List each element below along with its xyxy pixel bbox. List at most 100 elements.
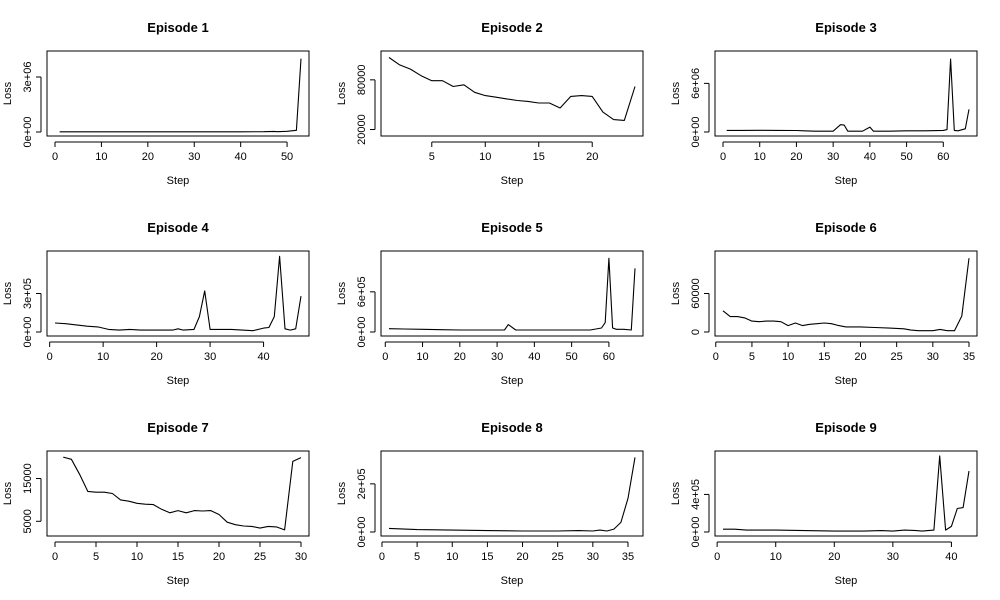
x-tick-label: 20: [828, 551, 840, 563]
x-axis-label: Step: [167, 375, 190, 387]
x-tick-label: 5: [429, 151, 435, 163]
x-tick-label: 0: [382, 351, 388, 363]
y-axis-label: Loss: [336, 281, 348, 305]
x-tick-label: 30: [587, 551, 599, 563]
x-tick-label: 15: [818, 351, 830, 363]
y-tick-label: 0e+00: [356, 517, 368, 548]
chart-title: Episode 6: [815, 220, 876, 235]
plot-frame: [714, 50, 978, 137]
x-tick-label: 0: [379, 551, 385, 563]
x-tick-label: 20: [790, 151, 802, 163]
x-tick-label: 30: [295, 551, 307, 563]
x-tick-label: 30: [927, 351, 939, 363]
chart-panel-6: Episode 6 0 5 10 15 20 25 30 35 Step 0 60000 Loss: [670, 220, 978, 387]
plot-frame: [380, 250, 644, 337]
x-tick-label: 40: [235, 151, 247, 163]
y-tick-label: 6e+06: [690, 68, 702, 99]
y-axis-label: Loss: [2, 281, 14, 305]
loss-series-line: [388, 57, 636, 121]
chart-panel-5: Episode 5 0 10 20 30 40 50 60 Step 0e+00 6e+05 Loss: [336, 220, 644, 387]
x-tick-label: 20: [142, 151, 154, 163]
x-tick-label: 10: [95, 151, 107, 163]
x-tick-label: 0: [714, 551, 720, 563]
x-tick-label: 60: [937, 151, 949, 163]
y-tick-label: 5000: [22, 509, 34, 533]
chart-panel-1: Episode 1 0 10 20 30 40 50 Step 0e+00 3e+06 Loss: [2, 20, 310, 187]
x-tick-label: 0: [47, 351, 53, 363]
x-axis-label: Step: [835, 175, 858, 187]
x-axis-label: Step: [501, 175, 524, 187]
x-tick-label: 20: [150, 351, 162, 363]
x-tick-label: 30: [188, 151, 200, 163]
x-tick-label: 0: [52, 551, 58, 563]
x-tick-label: 10: [754, 151, 766, 163]
x-tick-label: 30: [204, 351, 216, 363]
plot-frame: [46, 450, 310, 537]
chart-title: Episode 8: [481, 420, 542, 435]
x-tick-label: 30: [827, 151, 839, 163]
plot-frame: [714, 450, 978, 537]
x-tick-label: 15: [172, 551, 184, 563]
chart-title: Episode 9: [815, 420, 876, 435]
y-tick-label: 80000: [356, 65, 368, 96]
x-tick-label: 25: [254, 551, 266, 563]
y-tick-label: 20000: [356, 114, 368, 145]
chart-title: Episode 2: [481, 20, 542, 35]
y-tick-label: 60000: [690, 278, 702, 309]
chart-title: Episode 4: [147, 220, 209, 235]
x-tick-label: 5: [414, 551, 420, 563]
x-tick-label: 50: [281, 151, 293, 163]
y-tick-label: 0e+00: [690, 517, 702, 548]
x-tick-label: 10: [131, 551, 143, 563]
y-axis-label: Loss: [670, 281, 682, 305]
plot-frame: [714, 250, 978, 337]
chart-panel-3: Episode 3 0 10 20 30 40 50 60 Step 0e+00 6e+06 Loss: [670, 20, 978, 187]
y-axis-label: Loss: [336, 481, 348, 505]
y-axis-label: Loss: [670, 81, 682, 105]
chart-panel-4: Episode 4 0 10 20 30 40 Step 0e+00 3e+05 Loss: [2, 220, 310, 387]
chart-panel-9: Episode 9 0 10 20 30 40 Step 0e+00 4e+05 Loss: [670, 420, 978, 587]
x-tick-label: 0: [713, 351, 719, 363]
x-tick-label: 5: [93, 551, 99, 563]
y-tick-label: 0: [690, 329, 702, 335]
x-axis-label: Step: [167, 175, 190, 187]
plot-frame: [380, 450, 644, 537]
x-tick-label: 60: [603, 351, 615, 363]
loss-series-line: [726, 58, 970, 132]
loss-series-line: [54, 255, 302, 332]
chart-title: Episode 7: [147, 420, 208, 435]
x-tick-label: 10: [770, 551, 782, 563]
loss-series-line: [59, 58, 302, 133]
y-axis-label: Loss: [336, 81, 348, 105]
chart-title: Episode 1: [147, 20, 208, 35]
x-tick-label: 10: [97, 351, 109, 363]
x-tick-label: 35: [963, 351, 975, 363]
x-tick-label: 10: [479, 151, 491, 163]
y-tick-label: 15000: [22, 463, 34, 494]
x-tick-label: 50: [900, 151, 912, 163]
x-axis-label: Step: [167, 575, 190, 587]
plot-frame: [380, 50, 644, 137]
plot-frame: [46, 50, 310, 137]
x-tick-label: 50: [566, 351, 578, 363]
y-axis-label: Loss: [2, 481, 14, 505]
loss-series-line: [388, 457, 636, 532]
x-tick-label: 20: [454, 351, 466, 363]
x-tick-label: 25: [552, 551, 564, 563]
x-axis-label: Step: [501, 375, 524, 387]
chart-panel-7: Episode 7 0 5 10 15 20 25 30 Step 5000 15000 Loss: [2, 420, 310, 587]
x-tick-label: 10: [416, 351, 428, 363]
x-tick-label: 25: [891, 351, 903, 363]
chart-panel-8: Episode 8 0 5 10 15 20 25 30 35 Step 0e+00 2e+05 Los…: [336, 420, 644, 587]
x-tick-label: 15: [481, 551, 493, 563]
x-axis-label: Step: [835, 575, 858, 587]
x-axis-label: Step: [501, 575, 524, 587]
loss-series-line: [723, 455, 970, 532]
y-tick-label: 0e+00: [690, 117, 702, 148]
x-tick-label: 30: [887, 551, 899, 563]
y-tick-label: 3e+06: [22, 62, 34, 93]
chart-title: Episode 3: [815, 20, 876, 35]
y-tick-label: 6e+05: [356, 276, 368, 307]
x-tick-label: 40: [528, 351, 540, 363]
